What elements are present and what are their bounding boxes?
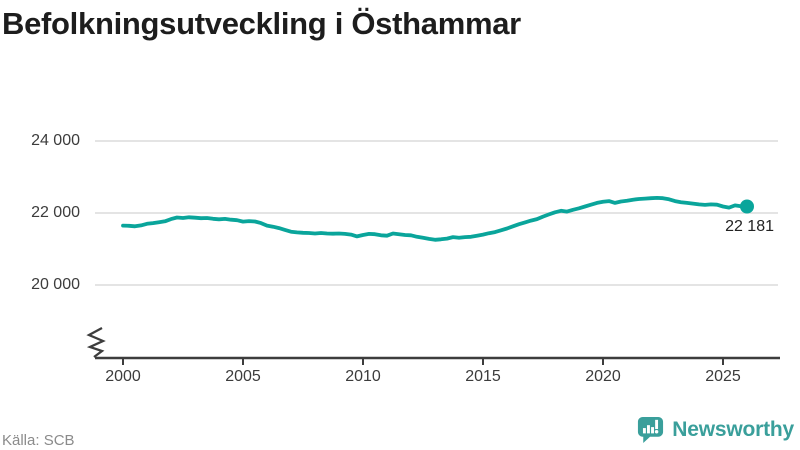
y-tick-label-22000: 22 000 xyxy=(31,204,80,221)
x-tick-label-2000: 2000 xyxy=(105,368,141,385)
x-tick-label-2025: 2025 xyxy=(705,368,741,385)
newsworthy-barchart-bubble-icon xyxy=(638,416,664,444)
newsworthy-logo-text: Newsworthy xyxy=(672,418,794,441)
chart-title: Befolkningsutveckling i Östhammar xyxy=(2,6,521,41)
last-value-dot xyxy=(740,199,754,214)
x-tick-label-2010: 2010 xyxy=(345,368,381,385)
newsworthy-logo: Newsworthy xyxy=(636,415,794,445)
y-tick-label-24000: 24 000 xyxy=(31,132,80,149)
y-tick-label-20000: 20 000 xyxy=(31,276,80,293)
x-tick-label-2005: 2005 xyxy=(225,368,261,385)
source-note: Källa: SCB xyxy=(2,432,75,449)
population-line xyxy=(121,195,749,242)
axis-break-icon xyxy=(86,326,106,358)
last-value-label: 22 181 xyxy=(725,218,774,235)
x-tick-label-2020: 2020 xyxy=(585,368,621,385)
x-tick-label-2015: 2015 xyxy=(465,368,501,385)
